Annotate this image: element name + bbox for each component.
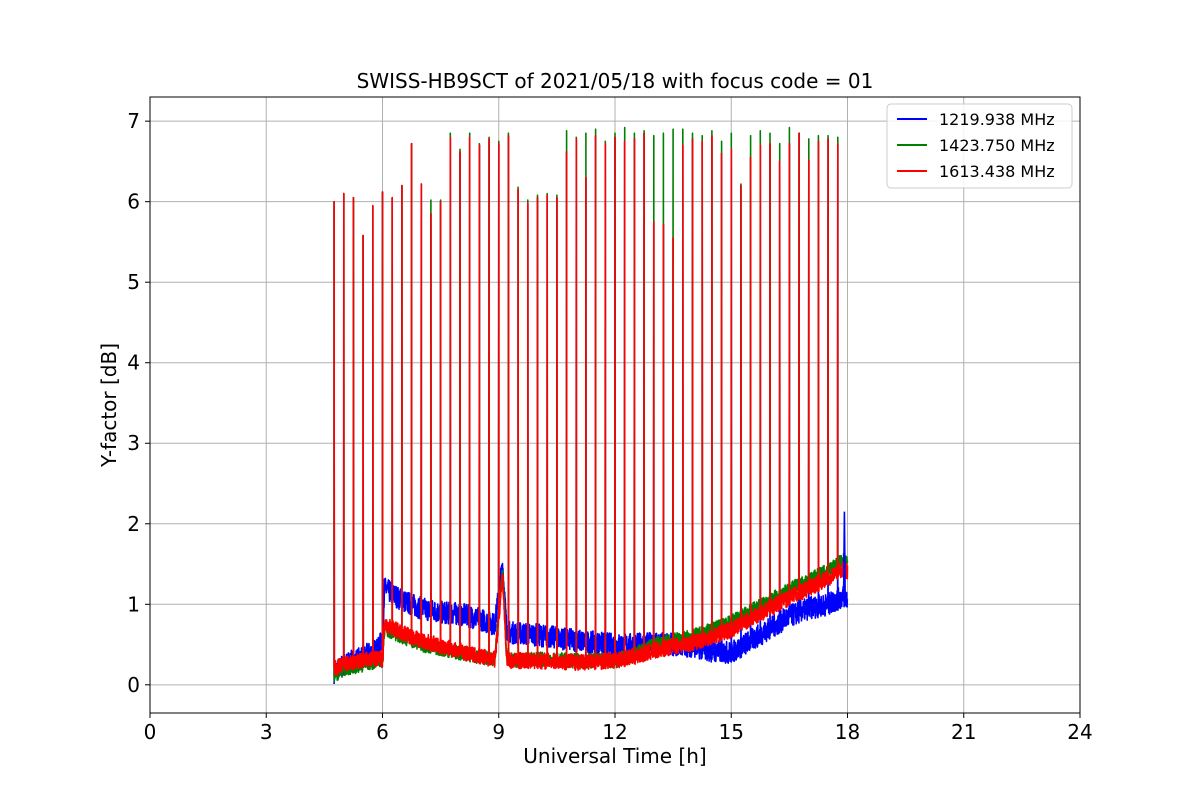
x-axis-ticks: 0 3 6 9 12 15 18 21 24 [144, 713, 1093, 744]
x-tick-label: 6 [376, 720, 389, 744]
x-tick-label: 3 [260, 720, 273, 744]
y-axis-ticks: 0 1 2 3 4 5 6 7 [127, 109, 150, 697]
series-line-1 [333, 132, 849, 684]
x-tick-label: 21 [951, 720, 976, 744]
x-tick-label: 24 [1067, 720, 1092, 744]
y-tick-label: 0 [127, 673, 140, 697]
y-axis-label: Y-factor [dB] [97, 343, 121, 468]
x-axis-label: Universal Time [h] [523, 744, 706, 768]
x-tick-label: 12 [602, 720, 627, 744]
y-tick-label: 3 [127, 431, 140, 455]
legend-label: 1613.438 MHz [939, 162, 1055, 181]
series-1-end-spike [842, 511, 846, 597]
x-tick-label: 18 [835, 720, 860, 744]
y-tick-label: 5 [127, 270, 140, 294]
x-tick-label: 9 [492, 720, 505, 744]
legend-label: 1219.938 MHz [939, 110, 1055, 129]
legend-box [886, 103, 1073, 189]
x-tick-label: 0 [144, 720, 157, 744]
x-tick-label: 15 [719, 720, 744, 744]
legend-label: 1423.750 MHz [939, 136, 1055, 155]
y-tick-label: 1 [127, 592, 140, 616]
plot-area [333, 126, 849, 684]
y-tick-label: 7 [127, 109, 140, 133]
chart-title: SWISS-HB9SCT of 2021/05/18 with focus co… [357, 69, 874, 93]
y-tick-label: 4 [127, 351, 140, 375]
legend: 1219.938 MHz 1423.750 MHz 1613.438 MHz [886, 103, 1073, 189]
y-tick-label: 2 [127, 512, 140, 536]
series-line-3 [333, 132, 849, 676]
y-tick-label: 6 [127, 190, 140, 214]
